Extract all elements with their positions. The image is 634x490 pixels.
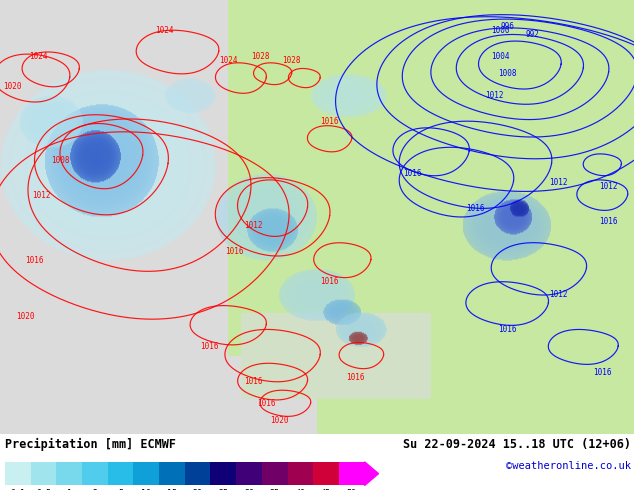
Text: 1016: 1016 xyxy=(498,325,517,334)
Text: 20: 20 xyxy=(193,489,203,490)
Text: 1020: 1020 xyxy=(269,416,288,425)
Text: 45: 45 xyxy=(321,489,331,490)
Text: 2: 2 xyxy=(93,489,98,490)
Bar xyxy=(82,462,108,486)
Bar xyxy=(159,462,184,486)
Text: 1024: 1024 xyxy=(29,52,48,61)
Text: 40: 40 xyxy=(295,489,306,490)
Text: 5: 5 xyxy=(118,489,123,490)
Text: 1016: 1016 xyxy=(200,343,219,351)
Bar xyxy=(287,462,313,486)
Text: 992: 992 xyxy=(526,30,540,39)
Bar xyxy=(185,462,210,486)
Text: Precipitation [mm] ECMWF: Precipitation [mm] ECMWF xyxy=(5,438,176,451)
Text: 1012: 1012 xyxy=(485,91,504,100)
Bar xyxy=(210,462,236,486)
Text: 1: 1 xyxy=(67,489,72,490)
Text: 35: 35 xyxy=(269,489,280,490)
Text: 1016: 1016 xyxy=(257,399,276,408)
Text: 15: 15 xyxy=(167,489,177,490)
Polygon shape xyxy=(365,462,378,486)
Text: 1016: 1016 xyxy=(466,204,485,213)
Text: 1028: 1028 xyxy=(282,56,301,65)
Bar xyxy=(236,462,262,486)
Bar xyxy=(133,462,159,486)
Text: 25: 25 xyxy=(218,489,228,490)
Text: 1016: 1016 xyxy=(25,256,44,265)
Text: 1012: 1012 xyxy=(244,221,263,230)
Text: 1016: 1016 xyxy=(346,373,365,382)
Bar xyxy=(108,462,133,486)
Text: 1008: 1008 xyxy=(51,156,70,165)
Text: 1016: 1016 xyxy=(320,277,339,286)
Text: 1016: 1016 xyxy=(244,377,263,386)
Text: 0.1: 0.1 xyxy=(10,489,25,490)
Text: 1016: 1016 xyxy=(320,117,339,126)
Bar xyxy=(5,462,30,486)
Text: 1016: 1016 xyxy=(599,217,618,226)
Text: 1012: 1012 xyxy=(32,191,51,199)
Text: 1028: 1028 xyxy=(250,52,269,61)
Text: 1016: 1016 xyxy=(403,169,422,178)
Text: 1020: 1020 xyxy=(3,82,22,91)
Bar xyxy=(56,462,82,486)
Bar xyxy=(313,462,339,486)
Text: 30: 30 xyxy=(244,489,254,490)
Text: ©weatheronline.co.uk: ©weatheronline.co.uk xyxy=(506,461,631,471)
Text: 1004: 1004 xyxy=(491,52,510,61)
Text: 1000: 1000 xyxy=(491,26,510,35)
Text: Su 22-09-2024 15..18 UTC (12+06): Su 22-09-2024 15..18 UTC (12+06) xyxy=(403,438,631,451)
Bar xyxy=(339,462,365,486)
Text: 996: 996 xyxy=(500,22,514,30)
Text: 1020: 1020 xyxy=(16,312,35,321)
Text: 1016: 1016 xyxy=(225,247,244,256)
Text: 1012: 1012 xyxy=(599,182,618,191)
Bar xyxy=(30,462,56,486)
Text: 1012: 1012 xyxy=(548,291,567,299)
Text: 0.5: 0.5 xyxy=(36,489,51,490)
Text: 10: 10 xyxy=(141,489,152,490)
Text: 1016: 1016 xyxy=(593,368,612,377)
Text: 1024: 1024 xyxy=(155,26,174,35)
Text: 1008: 1008 xyxy=(498,69,517,78)
Text: 50: 50 xyxy=(347,489,357,490)
Text: 1012: 1012 xyxy=(548,178,567,187)
Bar xyxy=(262,462,287,486)
Text: 1024: 1024 xyxy=(219,56,238,65)
